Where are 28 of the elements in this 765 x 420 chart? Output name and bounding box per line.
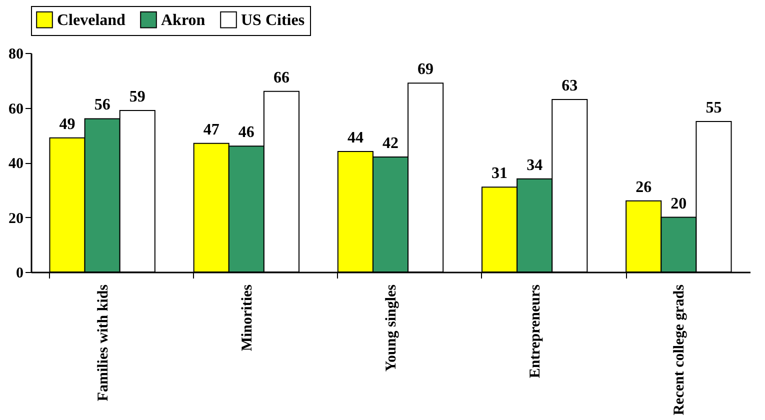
x-tick-label: Young singles: [384, 284, 400, 372]
legend-label: US Cities: [241, 12, 305, 29]
data-label: 56: [94, 96, 110, 114]
legend-label: Akron: [161, 12, 206, 29]
data-label: 47: [203, 121, 220, 138]
legend-label: Cleveland: [57, 12, 126, 29]
data-label: 34: [526, 156, 543, 174]
y-tick-label: 80: [8, 46, 24, 62]
y-tick-label: 60: [8, 101, 24, 118]
data-label: 42: [382, 135, 398, 152]
data-label: 49: [59, 116, 76, 133]
data-label: 63: [562, 78, 578, 95]
y-tick-label: 40: [8, 156, 24, 172]
y-tick-label: 20: [8, 210, 24, 227]
data-label: 59: [129, 88, 146, 106]
data-label: 46: [238, 124, 254, 142]
data-label: 26: [636, 178, 652, 196]
data-label: 55: [706, 99, 722, 116]
x-tick-label: Entrepreneurs: [528, 284, 544, 378]
x-tick-label: Families with kids: [95, 284, 112, 402]
y-tick-label: 0: [16, 266, 24, 282]
x-tick-label: Recent college grads: [672, 284, 688, 416]
x-tick-label: Minorities: [239, 284, 256, 352]
data-label: 31: [492, 165, 508, 182]
data-label: 66: [273, 69, 290, 86]
data-label: 20: [670, 195, 687, 212]
data-label: 69: [418, 61, 434, 78]
data-label: 44: [347, 130, 364, 147]
